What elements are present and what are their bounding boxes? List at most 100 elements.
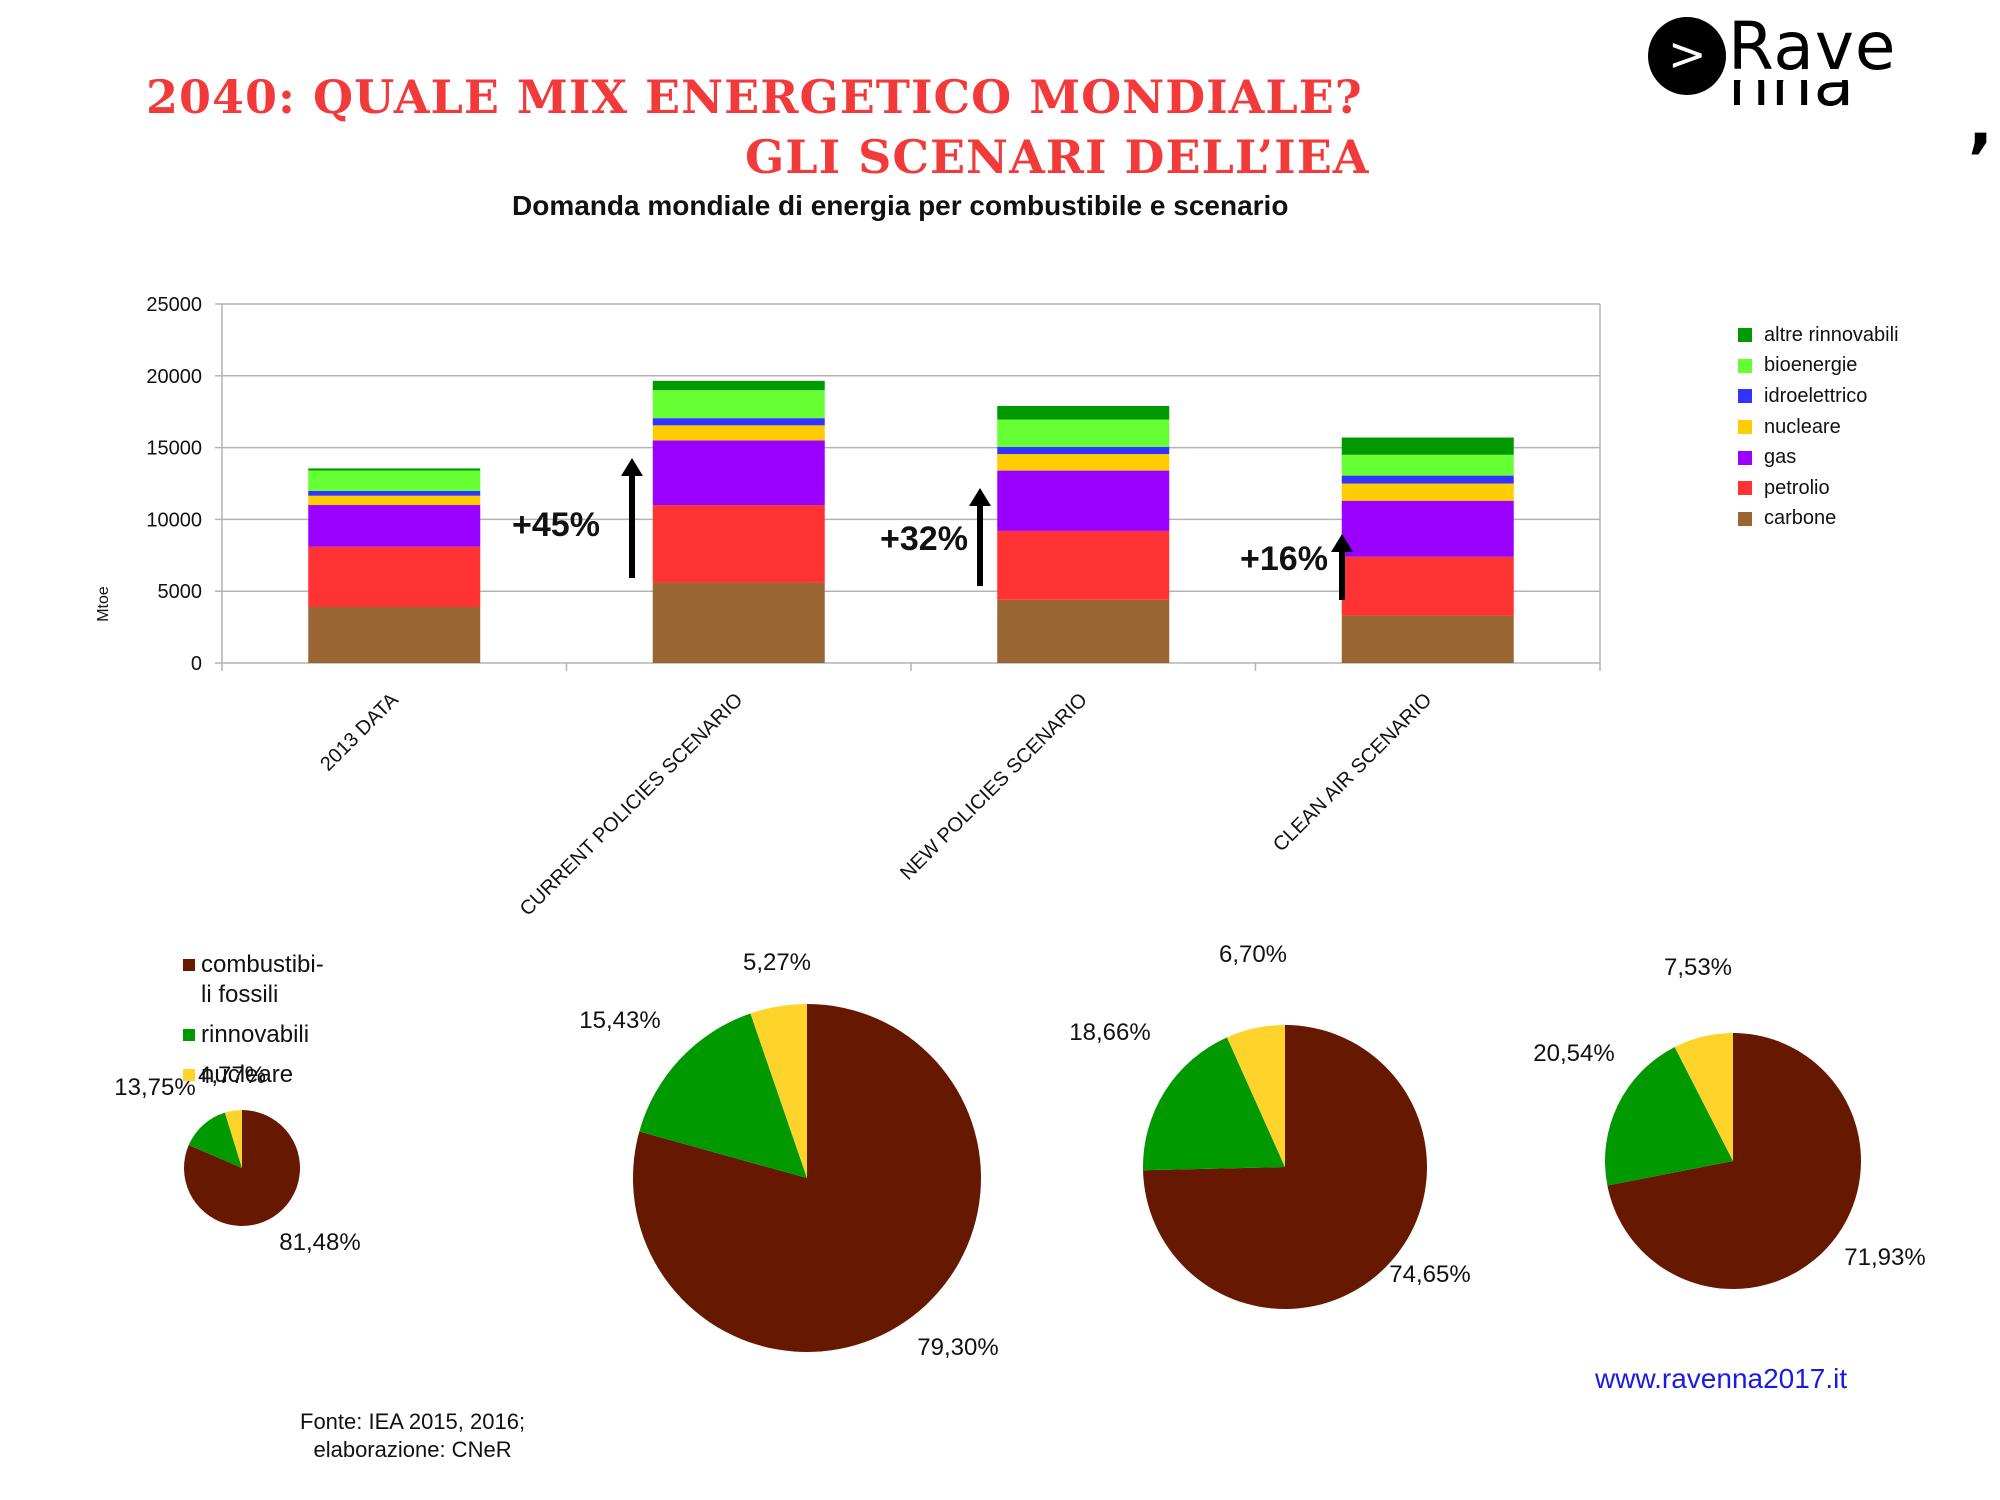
pie-data-label: 13,75% xyxy=(114,1074,195,1101)
legend-swatch xyxy=(1738,481,1752,496)
pie-data-label: 6,70% xyxy=(1219,941,1287,968)
bar-segment-carbone xyxy=(997,599,1170,663)
pie-legend-item-nucleare: nucleare xyxy=(183,1060,341,1090)
bar-segment-bioenergie xyxy=(997,419,1170,447)
pie-slice xyxy=(639,1013,807,1178)
pie-legend-swatch-fossili xyxy=(183,959,195,971)
pie-slice xyxy=(1674,1033,1733,1161)
source-note: Fonte: IEA 2015, 2016; elaborazione: CNe… xyxy=(300,1408,525,1464)
pie-data-label: 7,53% xyxy=(1664,954,1732,981)
bar-segment-bioenergie xyxy=(1341,454,1514,476)
legend-item-idroelettrico: idroelettrico xyxy=(1738,381,1899,412)
bar-segment-nucleare xyxy=(652,425,825,441)
y-tick-label: 15000 xyxy=(146,438,202,460)
pie-slice xyxy=(188,1112,242,1168)
pie-data-label: 81,48% xyxy=(279,1229,360,1256)
pie-legend-swatch-rinnovabili xyxy=(183,1029,195,1041)
x-category-label: 2013 DATA xyxy=(316,689,403,776)
pie-legend-item-rinnovabili: rinnovabili xyxy=(183,1020,341,1050)
legend-item-altre_rinnovabili: altre rinnovabili xyxy=(1738,320,1899,351)
bar-segment-idroelettrico xyxy=(652,418,825,426)
y-tick-label: 25000 xyxy=(146,294,202,316)
logo-text-clip: nna xyxy=(1728,80,1888,116)
bar-segment-idroelettrico xyxy=(997,446,1170,455)
y-tick-label: 10000 xyxy=(146,509,202,531)
bar-segment-nucleare xyxy=(1341,483,1514,501)
pie-data-label: 79,30% xyxy=(917,1334,998,1361)
bar-segment-carbone xyxy=(308,606,481,663)
legend-swatch xyxy=(1738,450,1752,465)
growth-annotation: +45% xyxy=(512,506,600,544)
bar-segment-bioenergie xyxy=(652,390,825,419)
logo-text-line2: nna xyxy=(1728,80,1855,116)
pie-data-label: 4,77% xyxy=(198,1062,266,1089)
pie-data-label: 5,27% xyxy=(743,949,811,976)
legend-swatch xyxy=(1738,328,1752,343)
growth-arrow-head xyxy=(969,488,991,506)
source-line-1: Fonte: IEA 2015, 2016; xyxy=(300,1409,526,1434)
x-category-label: CLEAN AIR SCENARIO xyxy=(1269,689,1436,856)
legend-label: petrolio xyxy=(1764,476,1830,499)
legend-label: nucleare xyxy=(1764,415,1841,438)
bar-segment-petrolio xyxy=(652,505,825,583)
source-line-2: elaborazione: CNeR xyxy=(313,1437,512,1462)
chart-subtitle: Domanda mondiale di energia per combusti… xyxy=(512,190,1289,221)
legend-item-bioenergie: bioenergie xyxy=(1738,351,1899,382)
bar-segment-idroelettrico xyxy=(308,490,481,496)
bar-chart-legend: altre rinnovabili bioenergie idroelettrico… xyxy=(1738,320,1899,534)
legend-swatch xyxy=(1738,511,1752,526)
bar-segment-gas xyxy=(652,440,825,506)
y-tick-label: 0 xyxy=(191,653,202,675)
bar-segment-bioenergie xyxy=(308,470,481,491)
pie-legend-label-nucleare: nucleare xyxy=(201,1061,294,1088)
y-tick-label: 20000 xyxy=(146,366,202,388)
bar-segment-petrolio xyxy=(1341,556,1514,616)
legend-swatch xyxy=(1738,420,1752,435)
growth-arrow-head xyxy=(621,458,643,476)
pie-data-label: 74,65% xyxy=(1389,1261,1470,1288)
pie-slice xyxy=(1142,1037,1285,1171)
legend-label: idroelettrico xyxy=(1764,384,1868,407)
pie-legend-label-fossili-2: li fossili xyxy=(201,981,279,1008)
logo-circle xyxy=(1648,17,1726,95)
bar-segment-petrolio xyxy=(308,546,481,607)
growth-arrow-head xyxy=(1331,534,1353,552)
legend-item-petrolio: petrolio xyxy=(1738,473,1899,504)
y-axis-label: Mtoe xyxy=(95,586,112,622)
logo-arrow-icon: > xyxy=(1668,27,1707,81)
bar-segment-idroelettrico xyxy=(1341,475,1514,484)
x-category-label: CURRENT POLICIES SCENARIO xyxy=(516,689,747,920)
bar-segment-gas xyxy=(1341,500,1514,557)
pie-slice xyxy=(1226,1025,1285,1167)
legend-item-carbone: carbone xyxy=(1738,504,1899,535)
bar-segment-altre_rinnovabili xyxy=(1341,437,1514,455)
website-link[interactable]: www.ravenna2017.it xyxy=(1595,1363,1848,1394)
pie-legend-label-rinnovabili: rinnovabili xyxy=(201,1021,310,1048)
legend-swatch xyxy=(1738,358,1752,373)
legend-label: gas xyxy=(1764,446,1797,469)
pie-data-label: 15,43% xyxy=(579,1007,660,1034)
pie-data-label: 71,93% xyxy=(1844,1244,1925,1271)
bar-segment-altre_rinnovabili xyxy=(652,380,825,391)
bar-segment-nucleare xyxy=(997,454,1170,471)
bar-segment-altre_rinnovabili xyxy=(308,468,481,471)
pie-legend: combustibi-li fossili rinnovabili nuclea… xyxy=(183,950,341,1100)
bar-segment-petrolio xyxy=(997,530,1170,600)
title-line-2: GLI SCENARI DELL’IEA xyxy=(745,130,1370,184)
bar-segment-nucleare xyxy=(308,495,481,506)
legend-swatch xyxy=(1738,389,1752,404)
legend-label: carbone xyxy=(1764,507,1837,530)
pie-legend-swatch-nucleare xyxy=(183,1069,195,1081)
x-category-label: NEW POLICIES SCENARIO xyxy=(896,689,1092,885)
title-line-1: 2040: QUALE MIX ENERGETICO MONDIALE? xyxy=(146,70,1363,124)
pie-data-label: 20,54% xyxy=(1533,1040,1614,1067)
growth-annotation: +32% xyxy=(880,520,968,558)
pie-legend-label-fossili-1: combustibi- xyxy=(201,951,324,978)
pie-legend-item-fossili: combustibi-li fossili xyxy=(183,950,341,1010)
pie-slice xyxy=(1143,1025,1427,1309)
legend-item-nucleare: nucleare xyxy=(1738,412,1899,443)
bar-segment-altre_rinnovabili xyxy=(997,405,1170,420)
legend-label: altre rinnovabili xyxy=(1764,323,1899,346)
logo-text: Rave xyxy=(1728,8,1897,85)
